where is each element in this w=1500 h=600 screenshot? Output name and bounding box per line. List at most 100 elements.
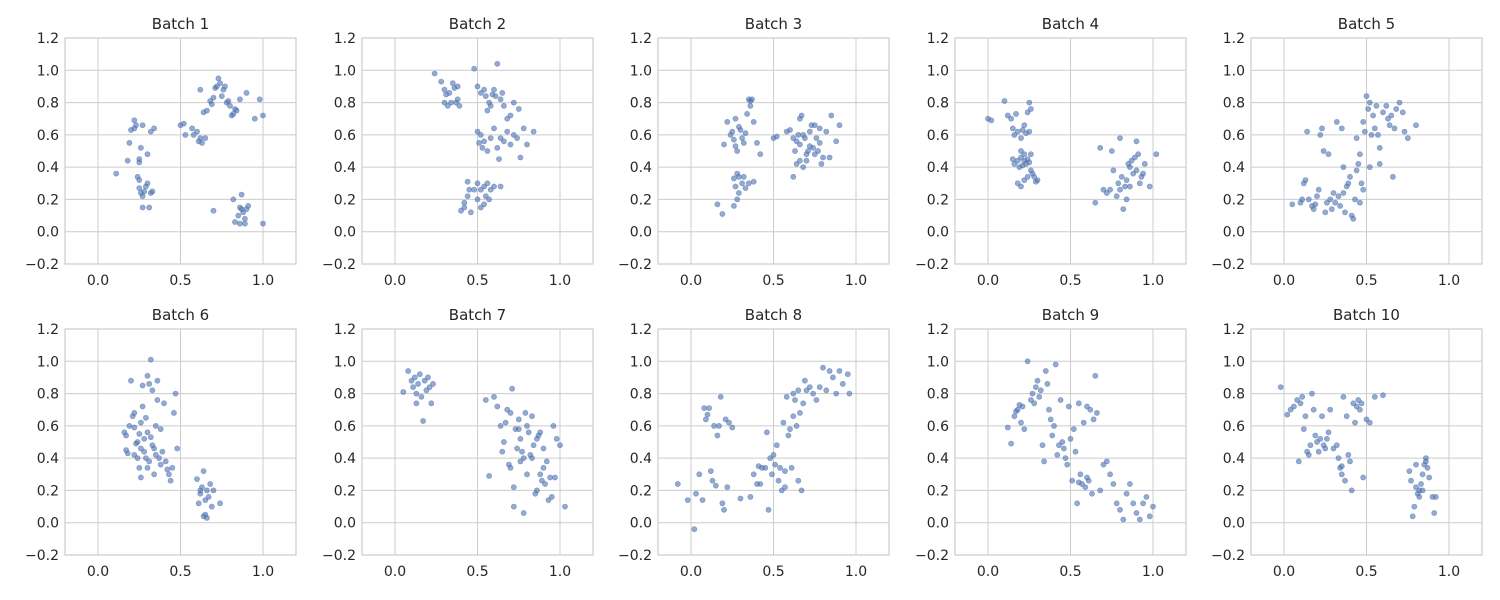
data-point [729, 128, 736, 135]
data-point [1120, 206, 1127, 212]
data-point [522, 409, 529, 416]
data-point [802, 377, 808, 384]
data-point [836, 368, 843, 374]
data-point [770, 451, 777, 458]
data-point [210, 94, 217, 101]
data-point [146, 458, 153, 465]
data-point [1146, 513, 1153, 520]
data-point [1065, 403, 1072, 410]
data-point [517, 154, 524, 161]
data-point [1284, 411, 1291, 418]
data-point [530, 128, 537, 135]
data-point [520, 510, 527, 516]
data-point [510, 484, 517, 491]
data-point [815, 148, 821, 154]
data-point [1353, 135, 1360, 141]
data-point [405, 368, 412, 374]
data-point [1338, 471, 1345, 478]
data-point [202, 511, 209, 518]
data-point [1014, 128, 1021, 135]
data-point [418, 393, 425, 400]
data-point [800, 164, 807, 170]
data-point [550, 422, 557, 429]
subplot-title: Batch 2 [449, 15, 506, 33]
data-point [487, 102, 494, 109]
y-tick-label: 0.2 [927, 483, 949, 499]
data-point [773, 133, 780, 140]
data-point [413, 390, 420, 397]
y-tick-label: 0.0 [630, 516, 652, 532]
data-point [1051, 422, 1057, 429]
data-point [136, 159, 143, 166]
data-point [1032, 384, 1039, 390]
data-point [1358, 400, 1365, 407]
data-point [537, 429, 544, 436]
data-point [137, 144, 144, 151]
data-point [701, 405, 708, 411]
data-point [1327, 196, 1334, 203]
y-tick-label: 0.6 [37, 419, 59, 435]
y-tick-label: −0.2 [1211, 548, 1245, 564]
gridlines [65, 37, 296, 265]
data-point [1348, 487, 1355, 494]
x-tick-label: 0.5 [1059, 273, 1081, 289]
data-point [461, 204, 468, 211]
data-point [1143, 493, 1150, 500]
data-point [144, 464, 151, 471]
data-point [1342, 477, 1348, 484]
data-point [797, 115, 803, 122]
data-point [557, 442, 563, 449]
data-point [194, 128, 200, 135]
data-point [431, 70, 438, 77]
data-point [1082, 484, 1089, 491]
x-tick-label: 1.0 [1438, 273, 1460, 289]
data-point [740, 139, 747, 146]
y-tick-label: 0.4 [630, 160, 652, 176]
y-tick-label: 0.8 [1223, 96, 1245, 112]
data-point [1135, 151, 1142, 158]
data-point [1305, 196, 1312, 203]
data-point [1141, 160, 1148, 167]
data-point [1325, 429, 1332, 436]
data-point [1118, 173, 1125, 180]
data-point [162, 458, 169, 465]
data-point [1416, 493, 1423, 500]
data-point [507, 464, 514, 471]
data-point [1365, 106, 1372, 112]
data-point [515, 416, 522, 423]
data-point [798, 487, 805, 494]
y-tick-label: 0.2 [630, 192, 652, 208]
data-point [988, 117, 995, 124]
x-tick-label: 0.5 [466, 564, 488, 580]
x-tick-label: 1.0 [1142, 564, 1164, 580]
data-point [182, 131, 189, 138]
y-tick-label: 0.0 [630, 225, 652, 241]
subplot-batch-1: 0.0 0.5 1.0 −0.2 0.0 0.2 0.4 0.6 0.8 1.0 1.2 Batch … [25, 15, 297, 289]
data-point [1375, 131, 1381, 138]
scatter-points [714, 96, 843, 217]
data-point [1406, 468, 1413, 474]
data-point [195, 500, 202, 507]
data-point [448, 99, 454, 106]
data-point [711, 422, 717, 429]
data-point [238, 191, 245, 198]
data-point [1049, 432, 1056, 439]
data-point [236, 96, 243, 103]
data-point [144, 429, 151, 436]
data-point [1057, 397, 1064, 403]
data-point [502, 419, 509, 426]
gridlines [955, 328, 1186, 556]
data-point [1133, 167, 1140, 174]
data-point [203, 107, 210, 114]
data-point [552, 474, 558, 481]
data-point [1130, 500, 1137, 507]
data-point [1009, 156, 1016, 162]
data-point [1320, 148, 1327, 154]
data-point [1090, 416, 1097, 423]
data-point [1046, 406, 1052, 413]
data-point [1352, 419, 1358, 426]
data-point [486, 196, 492, 203]
data-point [816, 139, 823, 146]
axes-frame [1250, 37, 1483, 265]
y-tick-label: 0.8 [927, 96, 949, 112]
